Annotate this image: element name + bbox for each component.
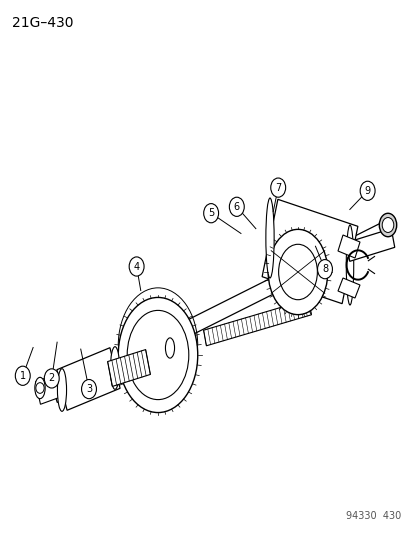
Polygon shape (337, 235, 359, 258)
Ellipse shape (57, 369, 66, 411)
Ellipse shape (265, 198, 273, 278)
Ellipse shape (268, 229, 327, 314)
Text: 7: 7 (274, 183, 281, 192)
Ellipse shape (165, 338, 174, 358)
Circle shape (381, 217, 393, 232)
Circle shape (317, 260, 332, 279)
Polygon shape (203, 299, 311, 346)
Circle shape (15, 366, 30, 385)
Circle shape (44, 369, 59, 388)
Polygon shape (261, 199, 357, 304)
Circle shape (229, 197, 244, 216)
Text: 6: 6 (233, 202, 239, 212)
Ellipse shape (118, 297, 197, 413)
Text: 2: 2 (48, 374, 55, 383)
Circle shape (203, 204, 218, 223)
Ellipse shape (127, 310, 188, 400)
Text: 4: 4 (133, 262, 139, 271)
Ellipse shape (378, 213, 396, 237)
Text: 3: 3 (86, 384, 92, 394)
Text: 1: 1 (20, 371, 26, 381)
Polygon shape (52, 221, 389, 402)
Circle shape (270, 178, 285, 197)
Polygon shape (107, 350, 150, 386)
Text: 8: 8 (321, 264, 327, 274)
Text: 5: 5 (207, 208, 214, 218)
Polygon shape (36, 374, 62, 405)
Ellipse shape (345, 225, 353, 305)
Polygon shape (345, 229, 394, 261)
Ellipse shape (35, 377, 45, 399)
Ellipse shape (110, 346, 119, 389)
Polygon shape (57, 348, 120, 410)
Text: 21G–430: 21G–430 (12, 16, 74, 30)
Ellipse shape (278, 244, 317, 300)
Circle shape (359, 181, 374, 200)
Polygon shape (337, 278, 359, 298)
Text: 9: 9 (364, 186, 370, 196)
Text: 94330  430: 94330 430 (346, 511, 401, 521)
Circle shape (81, 379, 96, 399)
Circle shape (129, 257, 144, 276)
